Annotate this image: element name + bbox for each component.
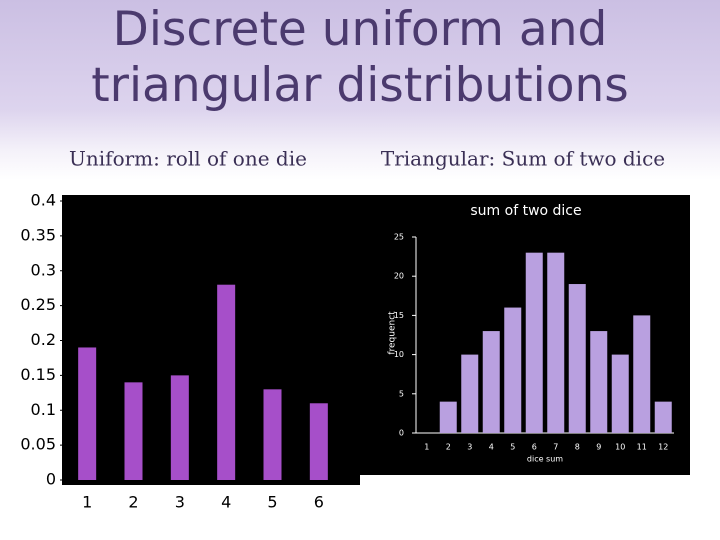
y-tick-label: 15: [394, 311, 404, 320]
chart-subtitle: Triangular: Sum of two dice: [381, 147, 665, 171]
y-tick-label: 0.2: [31, 330, 56, 349]
bar: [547, 252, 565, 433]
y-tick-label: 0.15: [20, 365, 56, 384]
bar: [217, 284, 236, 480]
y-tick-label: 0: [46, 470, 56, 489]
chart-title: sum of two dice: [470, 203, 581, 219]
x-tick-label: 5: [267, 493, 277, 512]
y-tick-label: 0.3: [31, 260, 56, 279]
bar: [124, 382, 143, 480]
bar: [568, 284, 586, 433]
y-tick-label: 0.25: [20, 295, 56, 314]
x-tick-label: 2: [128, 493, 138, 512]
x-tick-label: 12: [658, 443, 668, 452]
bar: [482, 331, 500, 433]
x-tick-label: 4: [221, 493, 231, 512]
y-tick-label: 0.35: [20, 225, 56, 244]
y-tick-label: 20: [394, 272, 404, 281]
x-tick-label: 10: [615, 443, 625, 452]
slide-title: Discrete uniform and triangular distribu…: [91, 2, 629, 113]
bar: [263, 389, 282, 480]
x-tick-label: 2: [446, 443, 451, 452]
bar: [590, 331, 608, 433]
bar: [504, 307, 522, 433]
x-axis-label: dice sum: [527, 455, 563, 464]
bar: [611, 354, 629, 433]
x-tick-label: 8: [575, 443, 580, 452]
x-tick-label: 3: [175, 493, 185, 512]
x-tick-label: 1: [424, 443, 429, 452]
y-tick-label: 25: [394, 233, 404, 242]
bar: [309, 403, 328, 480]
y-tick-label: 0.4: [31, 191, 56, 210]
bar: [170, 375, 189, 480]
y-tick-label: 5: [399, 389, 404, 398]
chart-subtitle: Uniform: roll of one die: [69, 147, 307, 171]
bar: [525, 252, 543, 433]
y-axis-label: frequenct: [388, 311, 398, 355]
bar: [654, 401, 672, 433]
x-tick-label: 1: [82, 493, 92, 512]
y-tick-label: 0.05: [20, 435, 56, 454]
y-tick-label: 10: [394, 350, 404, 359]
x-tick-label: 4: [489, 443, 494, 452]
x-tick-label: 9: [596, 443, 601, 452]
bar: [439, 401, 457, 433]
y-tick-label: 0: [399, 429, 404, 438]
x-tick-label: 11: [637, 443, 647, 452]
bar: [633, 315, 651, 433]
x-tick-label: 6: [314, 493, 324, 512]
x-tick-label: 5: [510, 443, 515, 452]
bar: [78, 347, 97, 480]
x-tick-label: 7: [553, 443, 558, 452]
bar: [461, 354, 479, 433]
x-tick-label: 3: [467, 443, 472, 452]
y-tick-label: 0.1: [31, 400, 56, 419]
x-tick-label: 6: [532, 443, 537, 452]
